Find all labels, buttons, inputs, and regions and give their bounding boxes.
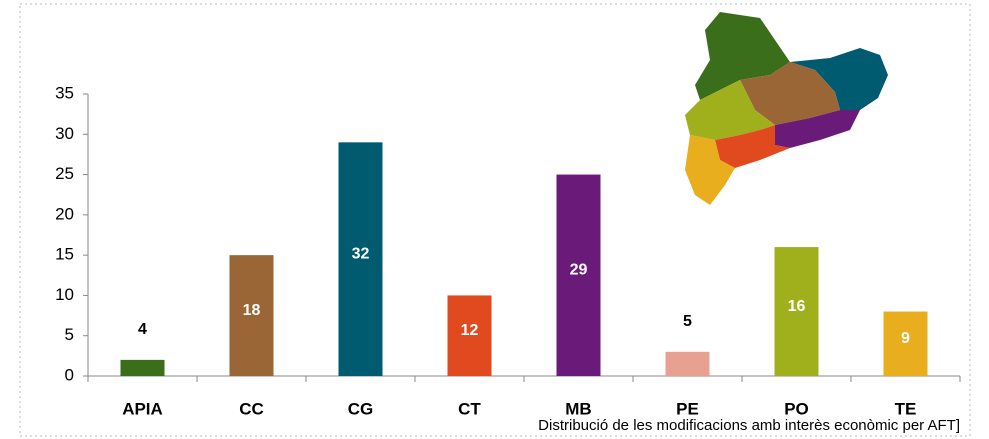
x-tick-label: APIA bbox=[122, 399, 163, 418]
map bbox=[685, 12, 888, 205]
bar-label: 32 bbox=[352, 245, 370, 262]
y-tick-label: 15 bbox=[55, 245, 74, 264]
x-tick-label: CG bbox=[348, 399, 374, 418]
bar bbox=[447, 295, 492, 376]
bar-label: 29 bbox=[570, 262, 588, 279]
x-tick-label: TE bbox=[895, 399, 917, 418]
bar bbox=[774, 247, 819, 376]
y-tick-label: 25 bbox=[55, 164, 74, 183]
bar-label: 12 bbox=[461, 322, 479, 339]
bar-label: 16 bbox=[788, 298, 806, 315]
bar bbox=[556, 174, 601, 376]
y-tick-label: 5 bbox=[65, 325, 74, 344]
frame bbox=[19, 3, 971, 437]
bar bbox=[338, 142, 383, 376]
x-tick-label: CT bbox=[458, 399, 481, 418]
x-tick-label: PO bbox=[784, 399, 809, 418]
y-tick-label: 30 bbox=[55, 124, 74, 143]
bar bbox=[229, 255, 274, 376]
bar bbox=[883, 311, 928, 376]
y-tick-label: 0 bbox=[65, 365, 74, 384]
bar-label: 18 bbox=[243, 302, 261, 319]
x-tick-label: PE bbox=[676, 399, 699, 418]
bar-label: 9 bbox=[901, 330, 910, 347]
y-tick-label: 35 bbox=[55, 83, 74, 102]
y-tick-label: 10 bbox=[55, 285, 74, 304]
bar bbox=[120, 359, 165, 376]
y-tick-label: 20 bbox=[55, 204, 74, 223]
bar-label: 4 bbox=[138, 321, 147, 338]
bar-label: 5 bbox=[683, 313, 692, 330]
caption: Distribució de les modificacions amb int… bbox=[538, 417, 960, 434]
x-tick-label: MB bbox=[565, 399, 591, 418]
x-tick-label: CC bbox=[239, 399, 264, 418]
bar bbox=[665, 351, 710, 376]
